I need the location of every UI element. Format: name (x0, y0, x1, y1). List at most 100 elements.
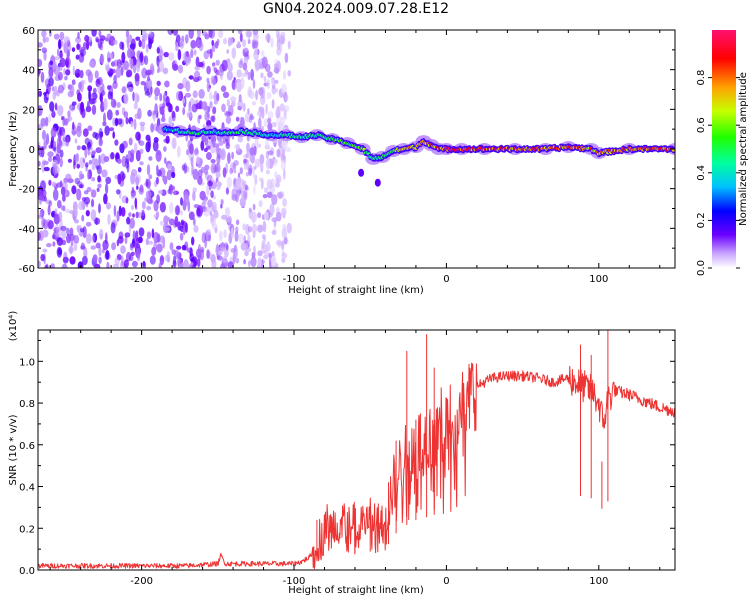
spectrogram-noise-cell (225, 111, 232, 116)
spectrogram-noise-cell (87, 149, 91, 156)
colorbar-tick-label: 0.0 (696, 260, 707, 276)
spectrogram-noise-cell (248, 90, 255, 100)
spectrogram-noise-cell (230, 227, 234, 239)
spectrogram-noise-cell (102, 240, 109, 251)
spectrogram-noise-cell (43, 166, 50, 172)
spectrogram-noise-cell (107, 213, 111, 226)
spectrogram-noise-cell (275, 211, 282, 222)
spectrogram-noise-cell (262, 254, 269, 260)
spectrogram-noise-cell (118, 205, 122, 217)
spectrogram-noise-cell (194, 65, 200, 71)
spectrogram-noise-cell (159, 93, 163, 102)
spectrogram-noise-cell (76, 125, 82, 138)
spectrogram-noise-cell (187, 106, 193, 118)
spectrogram-noise-cell (105, 183, 109, 195)
spectrogram-noise-cell (271, 99, 275, 109)
spectrogram-noise-cell (171, 137, 177, 150)
spectrogram-noise-cell (239, 167, 243, 175)
spectrogram-noise-cell (251, 211, 257, 223)
spectrogram-noise-cell (197, 176, 203, 185)
spectrogram-noise-cell (181, 244, 187, 251)
spectrogram-noise-cell (132, 213, 135, 218)
spectrogram-noise-cell (252, 203, 256, 211)
spectrogram-noise-cell (168, 115, 173, 127)
spectrogram-noise-cell (264, 187, 269, 194)
spectrogram-noise-cell (129, 43, 136, 50)
spectrogram-noise-cell (248, 164, 253, 175)
spectrogram-noise-cell (230, 96, 237, 103)
spectrogram-noise-cell (209, 92, 213, 101)
spectrogram-noise-cell (139, 184, 144, 193)
spectrogram-noise-cell (212, 77, 216, 86)
snr-y-tick-label: 0.4 (19, 483, 35, 494)
spectrogram-noise-cell (160, 117, 166, 123)
spectrogram-noise-cell (159, 106, 165, 115)
spectrogram-noise-cell (201, 232, 206, 244)
spectrogram-frame (37, 29, 676, 269)
spectrogram-noise-cell (43, 50, 47, 61)
spectrogram-noise-cell (107, 85, 112, 90)
spectrogram-noise-cell (188, 211, 195, 221)
spectrogram-noise-cell (193, 225, 199, 233)
spectrogram-noise-cell (280, 36, 285, 45)
spectrogram-noise-cell (48, 156, 52, 163)
spectrogram-noise-cell (163, 227, 170, 232)
spectrogram-ridge-layer (156, 123, 675, 187)
spectrogram-noise-cell (184, 165, 190, 173)
spectrogram-noise-cell (55, 227, 62, 238)
spectrogram-noise-cell (107, 57, 111, 62)
spectrogram-noise-cell (254, 59, 261, 71)
spectrogram-noise-cell (185, 51, 189, 58)
spectrogram-y-tick-label: -60 (19, 264, 35, 275)
spectrogram-noise-cell (92, 233, 98, 243)
spectrogram-noise-cell (79, 173, 85, 180)
spectrogram-y-tick-label: -20 (19, 185, 35, 196)
spectrogram-noise-cell (87, 125, 93, 131)
spectrogram-noise-cell (56, 90, 60, 97)
spectrogram-noise-cell (96, 187, 100, 192)
spectrogram-noise-cell (281, 207, 287, 217)
spectrogram-noise-cell (54, 102, 58, 111)
spectrogram-noise-cell (121, 51, 126, 64)
spectrogram-noise-cell (105, 65, 110, 72)
spectrogram-noise-cell (77, 31, 80, 39)
spectrogram-noise-cell (51, 181, 57, 188)
spectrogram-noise-cell (58, 211, 63, 222)
spectrogram-noise-cell (285, 147, 291, 153)
spectrogram-noise-cell (68, 233, 75, 242)
spectrogram-noise-cell (185, 222, 188, 233)
snr-line-layer (38, 330, 675, 570)
spectrogram-noise-cell (220, 199, 224, 206)
spectrogram-noise-cell (52, 241, 56, 247)
spectrogram-noise-cell (91, 157, 97, 166)
spectrogram-noise-cell (56, 143, 61, 154)
spectrogram-noise-cell (252, 41, 259, 49)
spectrogram-noise-cell (50, 263, 55, 268)
spectrogram-noise-cell (283, 154, 287, 164)
spectrogram-noise-cell (54, 56, 60, 61)
spectrogram-noise-cell (46, 83, 51, 95)
spectrogram-noise-cell (122, 140, 128, 149)
spectrogram-noise-cell (97, 38, 103, 49)
spectrogram-noise-cell (137, 107, 142, 120)
spectrogram-noise-cell (247, 234, 251, 245)
spectrogram-noise-cell (69, 103, 73, 110)
spectrogram-noise-cell (276, 39, 281, 50)
spectrogram-noise-cell (107, 91, 112, 100)
spectrogram-noise-cell (136, 61, 141, 73)
spectrogram-y-tick-label: 60 (22, 26, 35, 37)
spectrogram-noise-cell (45, 263, 49, 268)
spectrogram-noise-cell (128, 212, 132, 218)
spectrogram-noise-cell (156, 164, 159, 174)
spectrogram-noise-cell (165, 96, 170, 107)
spectrogram-noise-cell (166, 170, 172, 181)
spectrogram-noise-cell (218, 30, 224, 39)
spectrogram-x-tick-label: 100 (589, 274, 608, 285)
spectrogram-noise-cell (89, 60, 95, 68)
spectrogram-noise-cell (180, 219, 185, 226)
spectrogram-noise-cell (38, 42, 43, 48)
spectrogram-noise-cell (210, 190, 214, 198)
spectrogram-noise-cell (233, 168, 237, 174)
spectrogram-noise-cell (106, 202, 111, 210)
spectrogram-noise-cell (197, 169, 203, 179)
